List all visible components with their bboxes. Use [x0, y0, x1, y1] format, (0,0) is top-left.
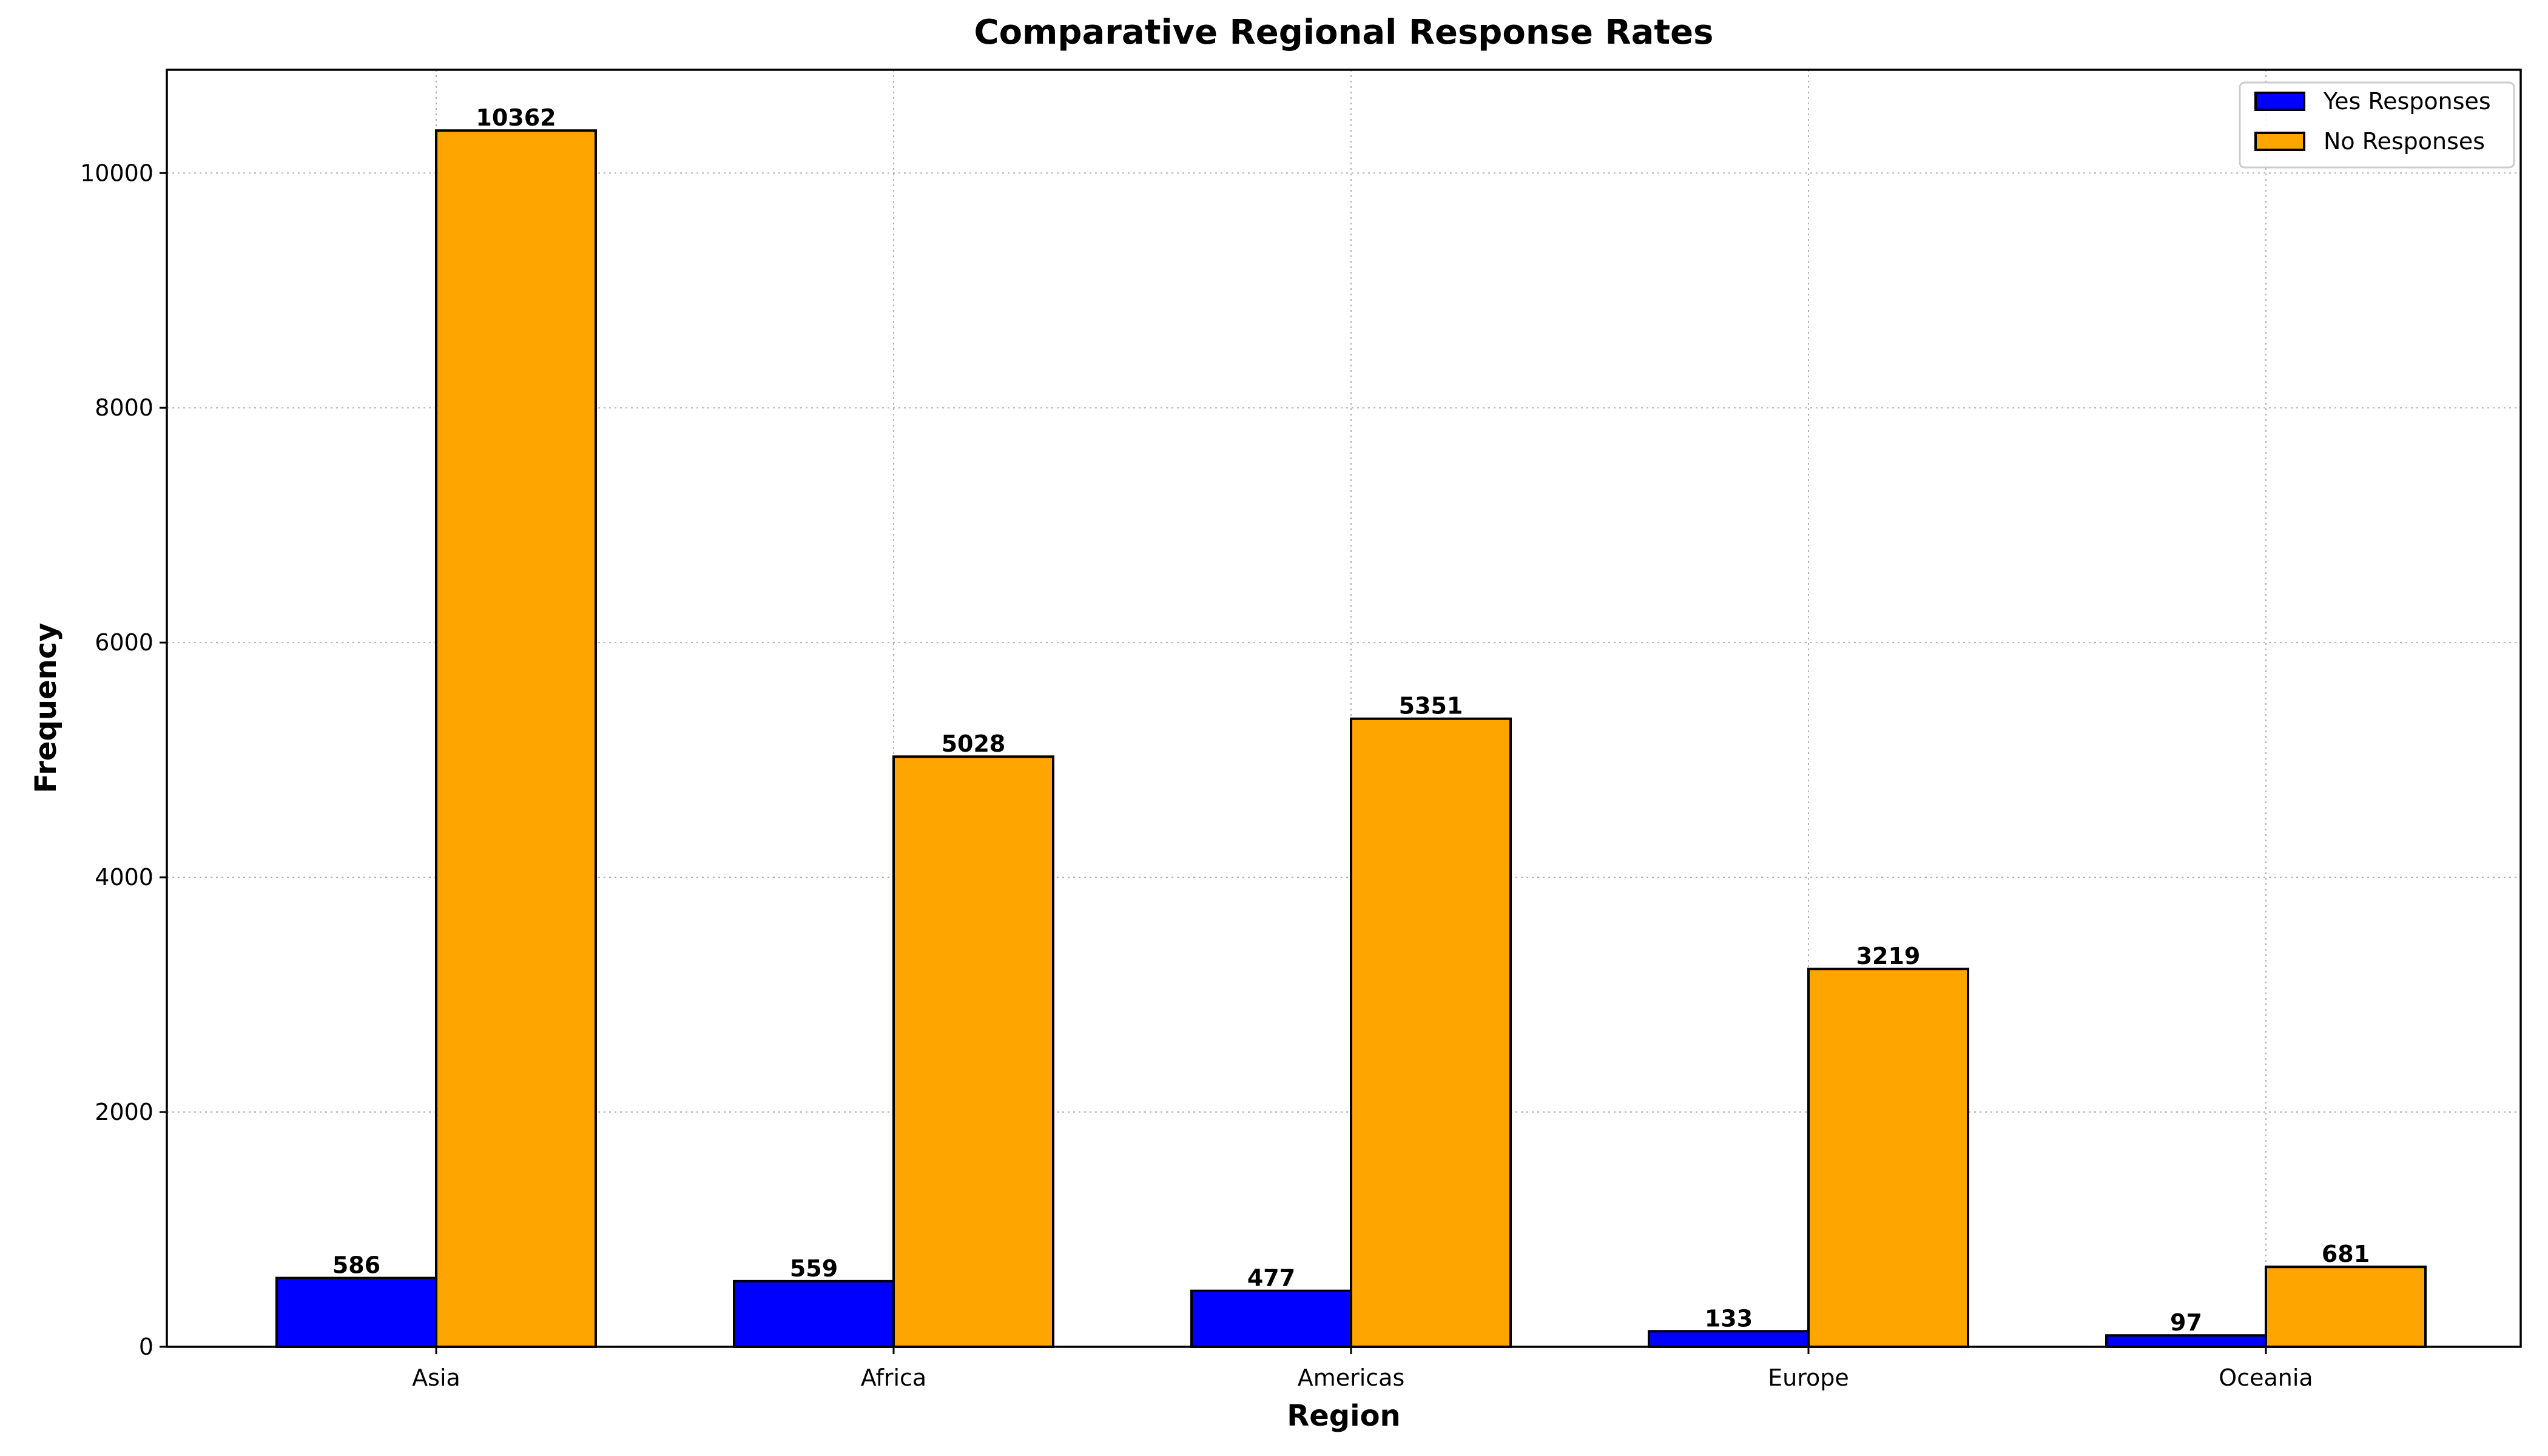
- y-tick-label: 4000: [95, 864, 153, 891]
- bar-value-label: 5351: [1399, 693, 1463, 720]
- bar-yes: [2105, 1334, 2267, 1348]
- bar-value-label: 5028: [942, 730, 1006, 757]
- bar-yes: [1190, 1289, 1352, 1349]
- bar-value-label: 681: [2322, 1241, 2370, 1267]
- bar-no: [1807, 968, 1969, 1348]
- bar-yes: [275, 1276, 437, 1348]
- y-tick-label: 6000: [95, 629, 153, 656]
- y-tick-label: 10000: [80, 160, 153, 186]
- x-tick-label: Oceania: [2219, 1364, 2313, 1391]
- x-axis-label: Region: [1287, 1399, 1400, 1433]
- y-tick-label: 8000: [95, 394, 153, 421]
- axis-ticks: 0 2000 4000 6000 8000 10000 Asia Africa Americas…: [80, 160, 2313, 1391]
- bar-value-label: 477: [1247, 1265, 1295, 1292]
- chart-title: Comparative Regional Response Rates: [974, 13, 1713, 52]
- x-tick-label: Americas: [1298, 1364, 1405, 1391]
- legend: Yes Responses No Responses: [2239, 81, 2515, 169]
- bar-no: [1350, 717, 1512, 1348]
- plot-area-frame: [166, 69, 2522, 1348]
- y-tick-label: 0: [139, 1333, 153, 1360]
- bars: [275, 129, 2427, 1349]
- bar-no: [2265, 1266, 2427, 1349]
- bar-value-label: 133: [1705, 1305, 1753, 1332]
- legend-swatch-yes: [2254, 92, 2305, 111]
- legend-label-yes: Yes Responses: [2323, 88, 2491, 115]
- bar-yes: [733, 1279, 895, 1349]
- legend-label-no: No Responses: [2324, 128, 2485, 155]
- bar-value-label: 10362: [476, 104, 556, 131]
- bar-value-label: 559: [790, 1255, 838, 1282]
- legend-frame: [2239, 81, 2515, 169]
- y-tick-label: 2000: [95, 1099, 153, 1125]
- bar-no: [892, 755, 1054, 1348]
- bar-no: [435, 129, 597, 1348]
- y-axis-label: Frequency: [29, 623, 63, 794]
- bar-yes: [1648, 1330, 1810, 1348]
- x-tick-label: Asia: [412, 1364, 460, 1391]
- bar-value-label: 3219: [1856, 943, 1921, 969]
- x-tick-label: Europe: [1768, 1364, 1849, 1391]
- data-labels: 586 559 477 133 97 10362 5028 5351 3219 681: [332, 104, 2370, 1336]
- x-tick-label: Africa: [861, 1364, 926, 1391]
- legend-swatch-no: [2254, 132, 2305, 151]
- bar-value-label: 586: [332, 1252, 380, 1279]
- bar-value-label: 97: [2170, 1309, 2202, 1336]
